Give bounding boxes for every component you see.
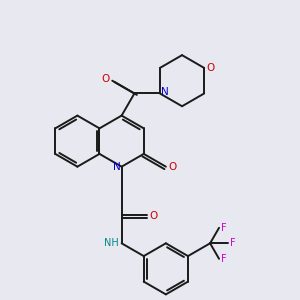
Text: F: F [221, 223, 226, 233]
Text: O: O [168, 162, 176, 172]
Text: NH: NH [104, 238, 119, 248]
Text: O: O [206, 63, 215, 73]
Text: O: O [102, 74, 110, 84]
Text: N: N [113, 162, 121, 172]
Text: N: N [161, 87, 168, 97]
Text: O: O [149, 211, 158, 221]
Text: F: F [221, 254, 226, 264]
Text: F: F [230, 238, 236, 248]
